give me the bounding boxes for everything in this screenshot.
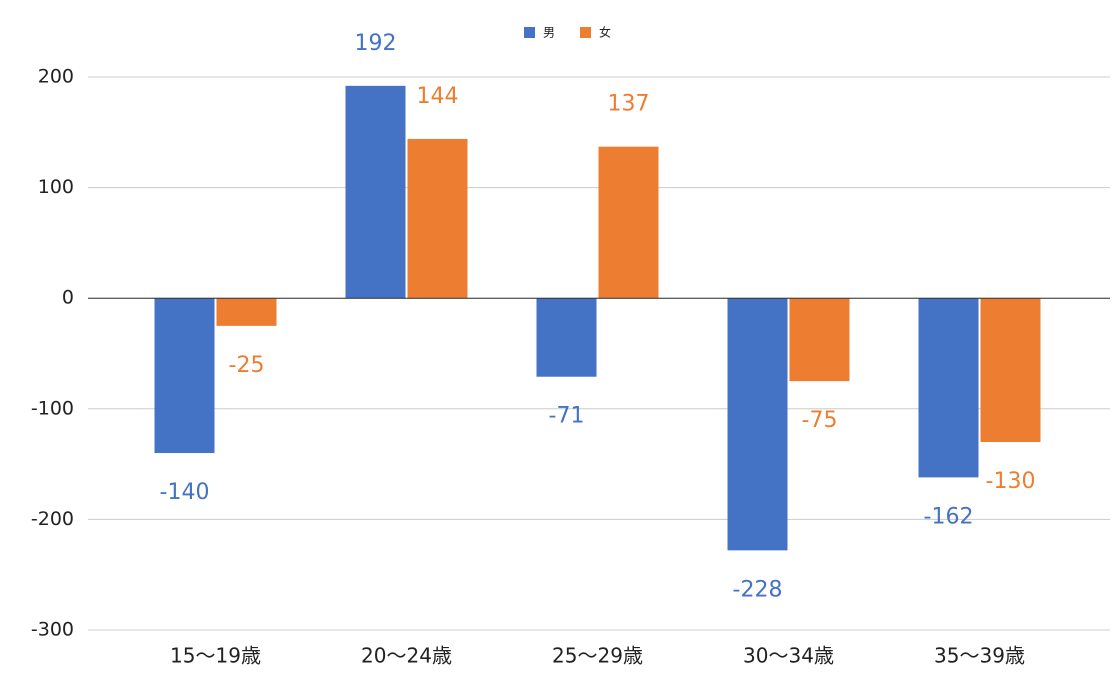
value-label: -25 bbox=[229, 353, 265, 378]
y-tick-label: -300 bbox=[31, 619, 74, 641]
value-label: -75 bbox=[802, 408, 838, 433]
legend-label: 男 bbox=[543, 26, 555, 40]
x-tick-label: 25～29歳 bbox=[552, 644, 643, 668]
value-label: -130 bbox=[986, 469, 1036, 494]
y-tick-label: 100 bbox=[38, 176, 74, 198]
bar bbox=[407, 138, 468, 299]
legend-label: 女 bbox=[599, 25, 611, 40]
bar bbox=[980, 298, 1041, 442]
legend-swatch bbox=[580, 27, 591, 38]
y-tick-label: 0 bbox=[62, 287, 74, 309]
value-label: -140 bbox=[160, 480, 210, 505]
x-tick-label: 15～19歳 bbox=[170, 644, 261, 668]
bar bbox=[345, 85, 406, 299]
y-tick-label: 200 bbox=[38, 66, 74, 88]
value-label: -162 bbox=[924, 504, 974, 529]
y-tick-label: -200 bbox=[31, 508, 74, 530]
x-tick-label: 35～39歳 bbox=[934, 644, 1025, 668]
y-tick-label: -100 bbox=[31, 397, 74, 419]
x-tick-label: 30～34歳 bbox=[743, 644, 834, 668]
value-label: 144 bbox=[417, 84, 459, 109]
bar bbox=[789, 298, 850, 382]
bar bbox=[727, 298, 788, 551]
bar bbox=[216, 298, 277, 326]
value-label: -71 bbox=[549, 404, 585, 429]
x-tick-label: 20～24歳 bbox=[361, 644, 452, 668]
bar bbox=[918, 298, 979, 478]
bar bbox=[598, 146, 659, 299]
value-label: 137 bbox=[608, 92, 650, 117]
value-label: -228 bbox=[733, 577, 783, 602]
legend-swatch bbox=[524, 27, 535, 38]
value-label: 192 bbox=[355, 31, 397, 56]
bar bbox=[536, 298, 597, 377]
bar bbox=[154, 298, 215, 454]
